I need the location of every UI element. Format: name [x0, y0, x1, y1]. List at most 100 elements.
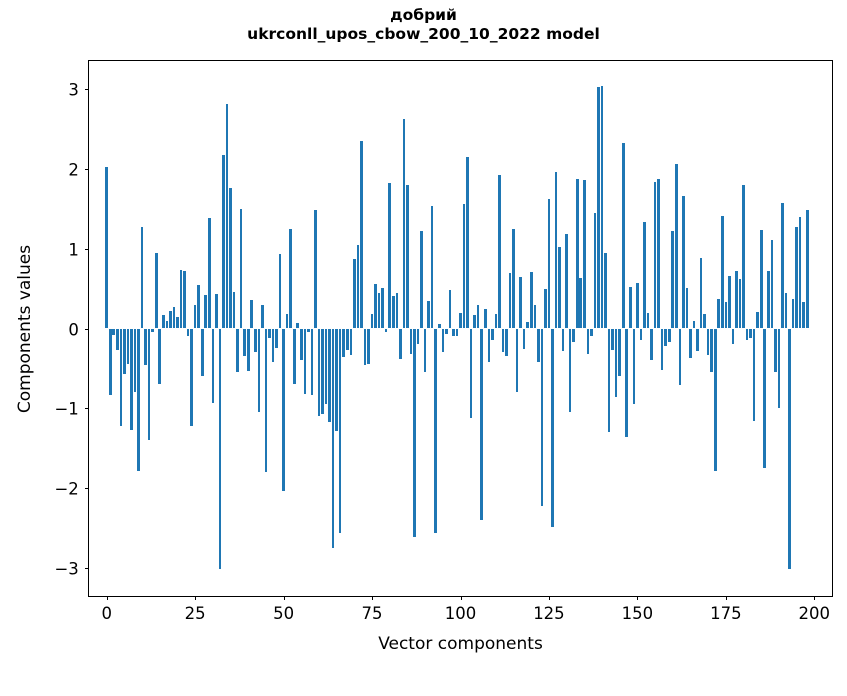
bar	[388, 183, 392, 329]
bar	[533, 304, 537, 329]
bar	[200, 328, 204, 377]
bar	[724, 302, 728, 329]
bar	[303, 328, 307, 394]
chart-title: добрий ukrconll_upos_cbow_200_10_2022 mo…	[0, 6, 847, 44]
bar	[154, 252, 158, 329]
bar	[671, 231, 675, 329]
chart-title-line-1: добрий	[390, 6, 457, 24]
bar	[243, 328, 246, 356]
bar-plot-area	[89, 61, 832, 596]
bar	[211, 328, 215, 403]
bar	[586, 328, 590, 355]
x-axis-tick-label: 50	[273, 604, 295, 623]
bar	[526, 322, 530, 329]
bar	[607, 328, 611, 432]
bar	[636, 282, 639, 329]
bar	[402, 119, 406, 329]
bar	[140, 227, 144, 329]
bar	[144, 328, 147, 366]
bar	[423, 328, 427, 373]
bar	[802, 302, 805, 329]
bar	[498, 175, 501, 329]
bar	[193, 304, 197, 329]
bar	[805, 209, 809, 329]
bar	[508, 273, 512, 329]
bar	[696, 328, 699, 351]
bar	[455, 328, 459, 336]
bar	[409, 328, 413, 355]
x-axis-tick	[372, 596, 374, 601]
bar	[650, 328, 653, 360]
bar	[119, 328, 123, 426]
bar	[558, 247, 561, 329]
bar	[597, 86, 600, 329]
bar	[345, 328, 349, 351]
bar	[296, 322, 300, 329]
bar	[218, 328, 222, 569]
x-axis-tick-label: 200	[798, 604, 831, 623]
bar	[745, 328, 749, 340]
y-axis-tick: 1	[68, 240, 89, 259]
bar	[664, 328, 667, 347]
bar	[505, 328, 508, 357]
bar	[667, 328, 671, 343]
bar	[186, 328, 190, 337]
bar	[158, 328, 162, 385]
bar	[179, 270, 183, 329]
bar	[338, 328, 342, 533]
bar	[717, 298, 721, 329]
y-axis-tick-label: 3	[68, 80, 79, 100]
y-axis-tick: −1	[54, 400, 89, 419]
bar	[547, 199, 551, 329]
bar	[314, 209, 317, 329]
bar	[108, 328, 112, 395]
bar	[445, 328, 448, 335]
bar	[427, 300, 430, 329]
bar	[798, 216, 802, 329]
bar	[777, 328, 781, 409]
bar	[770, 239, 774, 329]
bar	[480, 328, 484, 521]
y-axis-tick-label: −1	[54, 399, 79, 419]
bar	[278, 254, 282, 329]
bar	[165, 320, 169, 329]
bar	[767, 271, 770, 329]
y-axis-tick: 3	[68, 80, 89, 99]
bar	[742, 184, 745, 329]
bar	[215, 294, 218, 329]
bar	[236, 328, 239, 373]
bar	[328, 328, 331, 422]
bar	[540, 328, 544, 506]
x-axis-tick-label: 75	[361, 604, 383, 623]
bar	[689, 328, 692, 359]
bar	[632, 328, 636, 405]
y-axis-tick-label: −2	[54, 479, 79, 499]
bar	[282, 328, 285, 492]
bar	[551, 328, 554, 528]
x-axis-tick-label: 125	[533, 604, 565, 623]
bar	[494, 314, 498, 329]
bar	[133, 328, 137, 393]
bar	[197, 284, 200, 329]
bar	[604, 252, 607, 329]
bar	[699, 258, 703, 329]
y-axis-label: Components values	[15, 244, 35, 413]
bar	[512, 229, 515, 329]
bar	[487, 328, 491, 363]
bar	[307, 328, 310, 333]
bar	[731, 328, 735, 345]
bar	[268, 328, 271, 339]
bar	[147, 328, 151, 441]
bar	[257, 328, 261, 413]
bar	[413, 328, 416, 537]
bar	[105, 167, 108, 329]
bar	[784, 293, 788, 329]
y-axis-tick: −2	[54, 480, 89, 499]
bar	[713, 328, 717, 472]
bar	[183, 271, 186, 329]
bar	[561, 328, 565, 351]
bar	[483, 309, 487, 329]
y-axis-tick-label: 2	[68, 160, 79, 180]
bar	[448, 290, 452, 329]
bar	[317, 328, 321, 417]
